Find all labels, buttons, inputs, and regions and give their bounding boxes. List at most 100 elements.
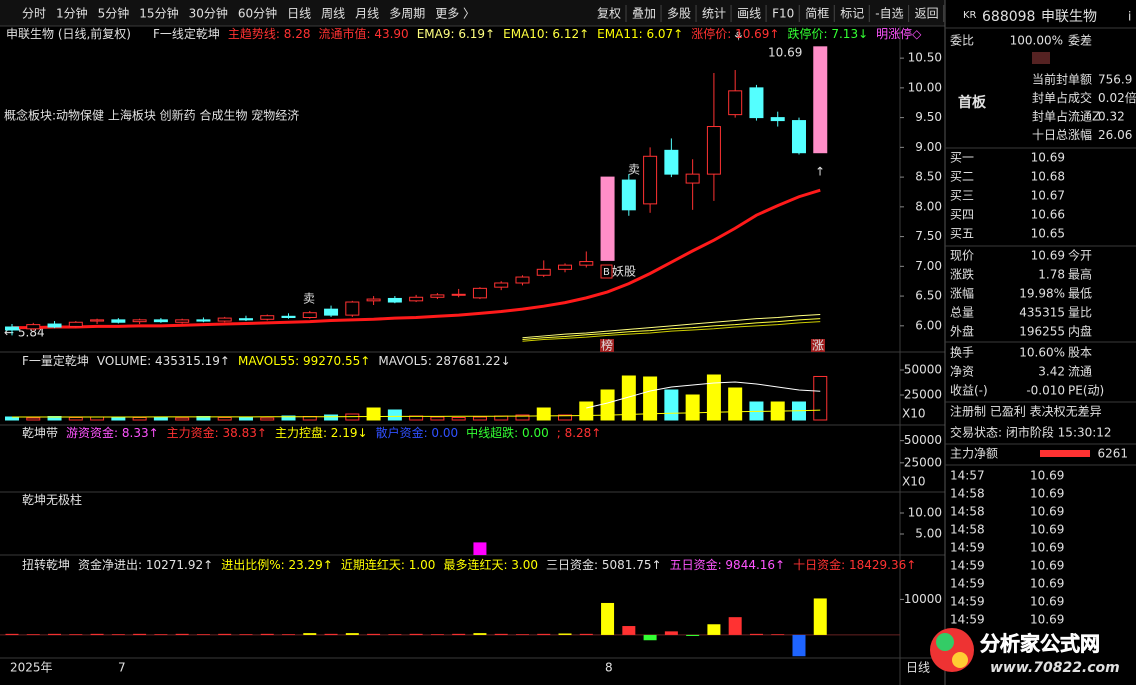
y-tick-label: 8.00	[915, 199, 942, 213]
flow-bar	[218, 633, 232, 635]
concept: 概念板块:动物保健 上海板块 创新药 合成生物 宠物经济	[4, 108, 299, 123]
bid-label: 买二	[950, 170, 974, 184]
b-flag: B	[603, 267, 610, 278]
tool-button[interactable]: 复权	[597, 7, 621, 21]
period-tab[interactable]: 周线	[321, 7, 345, 21]
volume-bar	[175, 417, 190, 421]
tool-button[interactable]: 简框	[805, 7, 829, 21]
candle-body	[387, 297, 402, 303]
b-box	[600, 264, 613, 279]
header-value: 游资资金: 8.33↑	[66, 425, 159, 440]
stat-label: 最低	[1068, 287, 1092, 301]
bid-label: 买五	[950, 227, 974, 241]
stat-value: 10.69	[1031, 249, 1065, 263]
flow-bar	[686, 634, 700, 636]
up-button[interactable]	[1032, 52, 1050, 64]
flow-bar	[494, 633, 508, 635]
stat-label: PE(动)	[1068, 384, 1104, 398]
volume-bar	[558, 414, 573, 421]
tool-button[interactable]: 画线	[737, 7, 761, 21]
period-tab[interactable]: 5分钟	[98, 6, 130, 21]
yao-flag: 妖股	[612, 265, 636, 279]
period-tab[interactable]: 60分钟	[238, 6, 277, 21]
seal-label: 封单占成交	[1032, 90, 1092, 105]
flow-bar	[792, 634, 806, 657]
period-tab[interactable]: 月线	[355, 7, 379, 21]
tick-price: 10.69	[1030, 541, 1064, 555]
tool-button[interactable]: 标记	[840, 7, 864, 21]
stat-value: 3.42	[1038, 365, 1065, 379]
tick-time: 14:58	[950, 487, 985, 501]
flow-bar	[643, 634, 657, 641]
header-value: 跌停价: 7.13↓	[788, 26, 869, 41]
seal-label: 封单占流通Z	[1032, 109, 1100, 124]
volume-bar	[728, 387, 743, 421]
period-tab[interactable]: 分时	[22, 7, 46, 21]
net-value: 6261	[1097, 447, 1128, 461]
tool-button[interactable]: 统计	[702, 7, 726, 21]
tool-button[interactable]: 多股	[667, 7, 691, 21]
butterfly-icon: ⚘	[733, 30, 744, 44]
bid-price: 10.66	[1031, 208, 1065, 222]
flow-bar	[771, 634, 785, 635]
header-value: 进出比例%: 23.29↑	[221, 558, 333, 572]
period-tab[interactable]: 1分钟	[56, 6, 88, 21]
tool-button[interactable]: 返回	[915, 7, 939, 21]
sell-flag: 卖	[303, 292, 315, 306]
seal-value: 26.06	[1098, 128, 1132, 142]
y-tick-label: 9.00	[915, 140, 942, 154]
flow-bar	[388, 634, 402, 635]
volume-bar	[260, 417, 275, 421]
header-value: 三日资金: 5081.75↑	[546, 557, 662, 572]
candle-body	[791, 120, 806, 154]
panel-header: 乾坤带 游资资金: 8.33↑ 主力资金: 38.83↑ 主力控盘: 2.19↓ 散户资…	[22, 425, 601, 440]
x-axis-label: 8	[605, 661, 613, 675]
flow-bar	[664, 631, 678, 635]
period-tab[interactable]: 30分钟	[189, 6, 228, 21]
volume-bar	[536, 407, 551, 421]
panel-title: 扭转乾坤	[22, 557, 70, 572]
unit-label: X10	[902, 407, 926, 421]
label: 委比	[950, 34, 974, 48]
bid-price: 10.69	[1031, 151, 1065, 165]
bid-price: 10.65	[1031, 227, 1065, 241]
tool-button[interactable]: F10	[772, 7, 794, 21]
flow-bar	[728, 617, 742, 635]
seal-value: 0.32	[1098, 110, 1125, 124]
flow-bar	[430, 634, 444, 635]
y-tick-label: 6.00	[915, 318, 942, 332]
period-tab[interactable]: 15分钟	[139, 6, 178, 21]
y-tick-label: 7.00	[915, 259, 942, 273]
volume-bar	[621, 375, 636, 421]
period-tab[interactable]: 更多 〉	[435, 7, 475, 21]
candle-body	[536, 268, 551, 276]
bang-flag: 榜	[601, 338, 613, 353]
period-tab[interactable]: 多周期	[389, 7, 425, 21]
bid-price: 10.67	[1031, 189, 1065, 203]
stat-label: 总量	[950, 306, 974, 320]
header-value: 主趋势线: 8.28	[228, 27, 311, 41]
candle-body	[260, 315, 275, 320]
tool-button[interactable]: 叠加	[632, 7, 656, 21]
stock-code: 688098	[982, 9, 1035, 25]
tick-time: 14:59	[950, 577, 985, 591]
tick-price: 10.69	[1030, 595, 1064, 609]
indicator-line	[522, 321, 821, 342]
candle-body	[558, 264, 573, 270]
tick-time: 14:58	[950, 523, 985, 537]
candle-body	[472, 287, 487, 299]
indicator-line	[586, 381, 821, 409]
candle-body	[26, 324, 41, 330]
flow-bar	[5, 633, 19, 635]
x-axis-label: 7	[118, 661, 126, 675]
panel-title: 乾坤带	[22, 425, 58, 440]
header-value: VOLUME: 435315.19↑	[97, 354, 230, 368]
flow-bar	[601, 602, 615, 635]
candle-body	[302, 312, 317, 318]
suffix: i	[1128, 10, 1131, 24]
period-tab[interactable]: 日线	[287, 7, 311, 21]
tick-price: 10.69	[1030, 505, 1064, 519]
tool-button[interactable]: -自选	[875, 7, 903, 21]
flow-bar	[90, 633, 104, 635]
seal-value: 756.9	[1098, 73, 1132, 87]
